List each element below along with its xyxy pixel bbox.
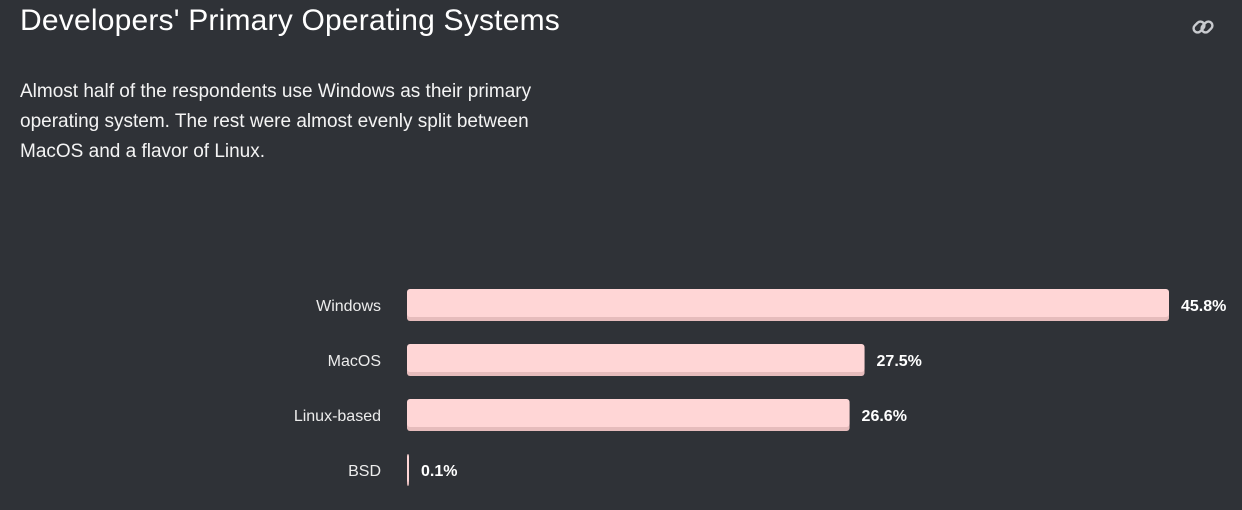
value-label-windows: 45.8% xyxy=(1181,298,1226,315)
value-label-linux-based: 26.6% xyxy=(862,408,907,425)
chart-description: Almost half of the respondents use Windo… xyxy=(20,81,532,162)
value-label-macos: 27.5% xyxy=(877,353,922,370)
bar-linux-based xyxy=(407,399,850,427)
bar-macos xyxy=(407,344,865,372)
bar-chart: Windows 45.8% MacOS 27.5% Linux-based 26.6% BS… xyxy=(0,280,1242,500)
category-label-windows: Windows xyxy=(316,298,381,315)
bar-bsd xyxy=(407,454,409,482)
link-icon[interactable] xyxy=(1190,14,1216,40)
category-label-bsd: BSD xyxy=(348,463,381,480)
category-label-linux-based: Linux-based xyxy=(294,408,381,425)
category-label-macos: MacOS xyxy=(328,353,381,370)
bar-windows xyxy=(407,289,1169,317)
chart-title: Developers' Primary Operating Systems xyxy=(20,4,560,37)
value-label-bsd: 0.1% xyxy=(421,463,457,480)
